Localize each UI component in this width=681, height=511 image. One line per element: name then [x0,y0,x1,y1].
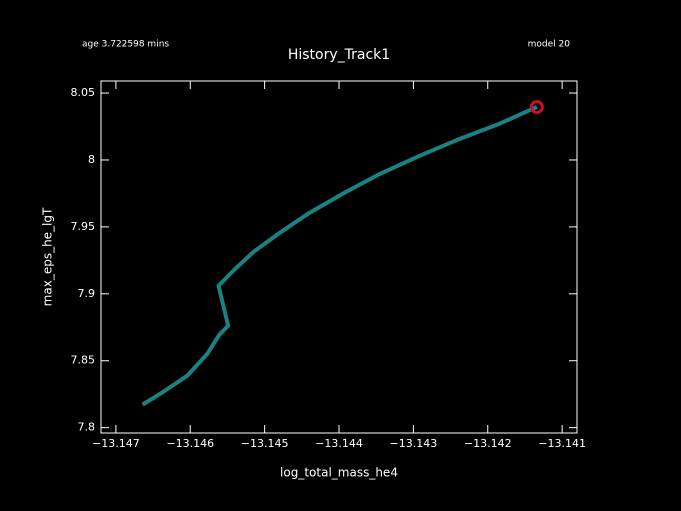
y-tick-label: 8.05 [71,86,96,99]
age-label: age 3.722598 mins [82,40,169,50]
x-tick-label: −13.143 [390,437,438,450]
y-tick-label: 7.9 [78,287,96,300]
x-tick-label: −13.145 [241,437,289,450]
y-tick-label: 7.85 [71,354,96,367]
y-tick-label: 7.8 [78,421,96,434]
current-point [529,99,544,114]
x-tick-label: −13.146 [166,437,214,450]
x-axis-label: log_total_mass_he4 [280,466,398,480]
x-tick-label: −13.147 [92,437,140,450]
x-tick-label: −13.144 [315,437,363,450]
x-tick-label: −13.141 [538,437,586,450]
y-axis-label: max_eps_he_lgT [41,207,55,306]
track-line [141,105,538,407]
x-tick-label: −13.142 [464,437,512,450]
y-tick-label: 8 [88,153,95,166]
model-label: model 20 [528,40,571,50]
chart-title: History_Track1 [288,47,390,63]
y-tick-label: 7.95 [71,220,96,233]
